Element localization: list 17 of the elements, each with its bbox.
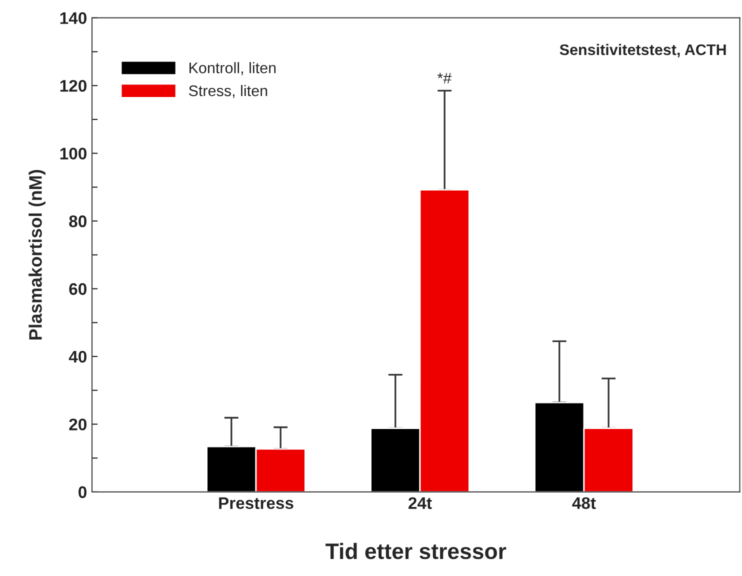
legend-label: Stress, liten [188,84,268,98]
legend-label: Kontroll, liten [190,62,276,76]
y-tick-label: 140 [60,12,86,24]
annotation: *# [437,72,452,84]
y-tick-label: 80 [69,215,86,228]
y-tick-label: 120 [60,80,86,92]
y-tick-label: 20 [69,418,86,430]
y-tick-label: 60 [69,283,86,295]
y-tick-label: 100 [60,148,86,160]
x-tick-label: Prestress [219,497,294,510]
y-tick-label: 0 [78,486,86,498]
x-tick-label: 24t [408,497,432,509]
y-axis-title: Plasmakortisol (nM) [28,170,46,340]
x-axis-title: Tid etter stressor [326,542,506,560]
y-tick-label: 40 [68,350,86,363]
x-tick-label: 48t [572,497,596,510]
annotation: Sensitivitetstest, ACTH [560,44,726,58]
